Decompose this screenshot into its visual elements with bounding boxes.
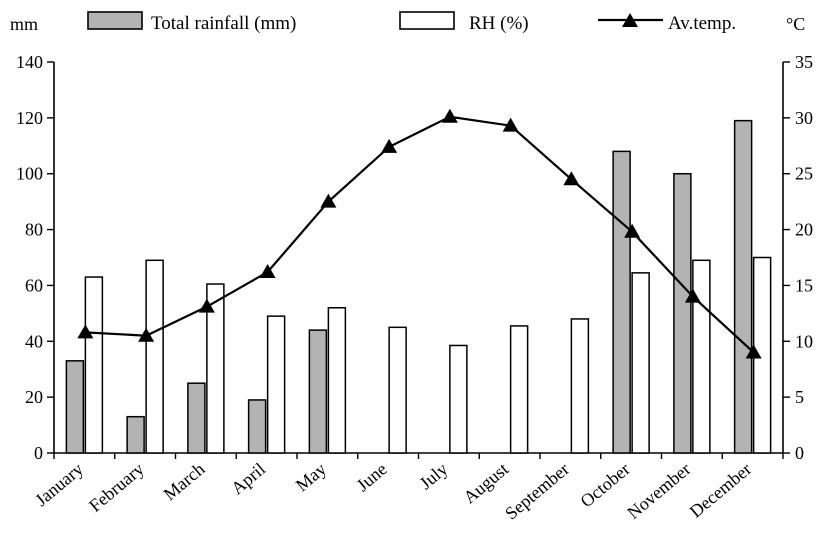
temp-point xyxy=(745,344,762,359)
bar-rh xyxy=(266,315,286,454)
y-right-tick-label: 35 xyxy=(795,52,813,72)
legend-swatch-rh xyxy=(399,11,455,30)
x-tick-label: July xyxy=(416,459,452,494)
y-right-tick-label: 0 xyxy=(795,443,804,463)
temp-point xyxy=(138,327,155,342)
y-left-tick-label: 120 xyxy=(16,108,43,128)
x-tick-label: November xyxy=(623,459,694,523)
legend-label-temp: Av.temp. xyxy=(668,13,736,34)
temp-point xyxy=(381,138,398,153)
bar-rainfall xyxy=(187,382,206,454)
bar-rh xyxy=(388,326,407,454)
bar-rainfall xyxy=(65,360,85,454)
y-left-tick-label: 0 xyxy=(34,443,43,463)
bar-rh xyxy=(145,259,164,454)
y-left-tick-label: 20 xyxy=(25,387,43,407)
legend-swatch-rainfall xyxy=(87,11,143,30)
bar-rh xyxy=(631,272,650,454)
bar-rh xyxy=(84,276,104,454)
y-left-tick-label: 60 xyxy=(25,275,43,295)
x-tick-label: September xyxy=(501,459,573,524)
temp-point xyxy=(563,171,580,186)
y-right-tick-label: 30 xyxy=(795,108,813,128)
y-right-tick-label: 5 xyxy=(795,387,804,407)
y-right-tick-label: 20 xyxy=(795,220,813,240)
bar-rainfall xyxy=(673,172,692,454)
temp-point xyxy=(198,298,215,313)
bar-rh xyxy=(570,318,590,454)
legend: mm Total rainfall (mm) RH (%) Av.temp. °… xyxy=(10,11,805,34)
x-tick-label: April xyxy=(227,459,269,499)
x-tick-label: June xyxy=(353,459,391,496)
left-axis-unit: mm xyxy=(10,14,38,34)
bar-rh xyxy=(327,307,347,454)
temp-point xyxy=(684,288,701,303)
temp-point xyxy=(624,223,641,238)
x-tick-label: January xyxy=(31,459,87,510)
legend-label-rh: RH (%) xyxy=(469,13,529,34)
right-axis-unit: °C xyxy=(786,14,805,34)
bar-rainfall xyxy=(247,399,267,454)
y-left-tick-label: 40 xyxy=(25,331,43,351)
y-left-tick-label: 100 xyxy=(16,164,43,184)
y-left-tick-label: 80 xyxy=(25,220,43,240)
y-left-tick-label: 140 xyxy=(16,52,43,72)
bar-rainfall xyxy=(733,119,753,454)
bar-rainfall xyxy=(612,150,631,454)
bar-rh xyxy=(449,344,468,454)
x-tick-label: December xyxy=(686,459,756,522)
temp-point xyxy=(259,264,276,279)
temp-point xyxy=(320,193,337,208)
bar-rainfall xyxy=(126,415,145,454)
x-tick-label: October xyxy=(576,459,633,512)
x-tick-label: May xyxy=(292,459,330,496)
temp-point xyxy=(502,117,519,132)
legend-marker-temp xyxy=(622,13,638,27)
x-tick-label: March xyxy=(160,459,209,505)
y-right-tick-label: 15 xyxy=(795,275,813,295)
bar-rh xyxy=(509,325,529,454)
x-tick-label: August xyxy=(459,459,512,508)
y-right-tick-label: 10 xyxy=(795,331,813,351)
bar-rainfall xyxy=(308,329,328,454)
temp-point xyxy=(77,324,94,339)
temp-point xyxy=(441,108,458,123)
temp-line xyxy=(85,115,755,354)
y-right-tick-label: 25 xyxy=(795,164,813,184)
bar-rh xyxy=(206,283,225,454)
x-tick-label: February xyxy=(85,459,148,516)
legend-label-rainfall: Total rainfall (mm) xyxy=(151,13,296,34)
plot-area: 0 20 40 60 80 100 120 140 0 5 10 15 20 25 30 35 JanuaryF… xyxy=(16,52,813,524)
bar-rh xyxy=(692,259,711,454)
